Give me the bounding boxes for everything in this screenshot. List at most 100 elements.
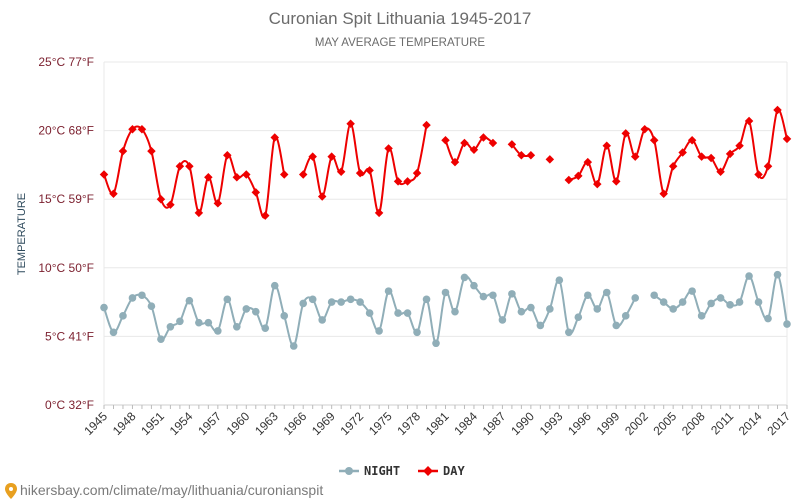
- data-point-night: [100, 303, 108, 312]
- x-tick-label: 1990: [508, 409, 537, 438]
- data-point-night: [270, 281, 279, 290]
- x-tick-label: 1978: [394, 409, 423, 438]
- series-layer: [99, 105, 792, 350]
- data-point-day: [147, 146, 156, 156]
- data-point-day: [374, 208, 384, 218]
- x-tick-label: 1963: [252, 409, 281, 438]
- series-line-day: [103, 125, 286, 219]
- series-night: [100, 270, 791, 350]
- data-point-day: [763, 162, 773, 171]
- data-point-day: [308, 152, 317, 161]
- x-tick-label: 1987: [480, 409, 509, 438]
- legend-item-day[interactable]: DAY: [418, 464, 465, 478]
- x-tick-label: 1999: [594, 409, 623, 438]
- data-point-night: [299, 299, 308, 308]
- data-point-day: [270, 133, 279, 142]
- data-point-night: [527, 303, 535, 312]
- series-day: [99, 105, 792, 220]
- data-point-night: [631, 294, 640, 302]
- data-point-night: [432, 339, 440, 348]
- data-point-night: [261, 324, 270, 332]
- data-point-night: [356, 298, 364, 306]
- data-point-night: [441, 288, 450, 297]
- chart-title: Curonian Spit Lithuania 1945-2017: [269, 9, 532, 28]
- data-point-day: [204, 173, 213, 182]
- data-point-night: [716, 294, 725, 302]
- data-point-night: [327, 298, 336, 306]
- data-point-day: [393, 177, 403, 186]
- data-point-night: [394, 309, 402, 317]
- legend: NIGHT DAY: [339, 464, 465, 478]
- data-point-night: [147, 302, 156, 311]
- legend-night-label: NIGHT: [364, 464, 400, 478]
- data-point-night: [128, 294, 137, 302]
- x-tick-label: 2014: [736, 409, 765, 438]
- data-point-day: [346, 119, 355, 128]
- data-point-night: [413, 328, 421, 337]
- data-point-night: [403, 309, 412, 317]
- data-point-day: [649, 135, 659, 145]
- data-point-night: [697, 312, 706, 320]
- legend-day-label: DAY: [443, 464, 465, 478]
- data-point-day: [460, 138, 469, 148]
- data-point-night: [166, 322, 175, 331]
- y-axis: 0°C 32°F 5°C 41°F 10°C 50°F 15°C 59°F 20°C 6…: [38, 55, 94, 412]
- data-point-night: [669, 305, 677, 313]
- data-point-night: [735, 298, 744, 306]
- data-point-night: [583, 291, 592, 300]
- data-point-day: [118, 146, 128, 156]
- data-point-night: [650, 291, 658, 300]
- data-point-night: [204, 318, 213, 327]
- data-point-night: [242, 305, 251, 313]
- data-point-night: [422, 295, 431, 304]
- data-point-day: [526, 151, 536, 160]
- data-point-day: [422, 120, 431, 130]
- x-tick-label: 1954: [167, 409, 196, 438]
- data-point-day: [469, 145, 479, 155]
- x-tick-label: 1993: [537, 409, 566, 438]
- data-point-night: [470, 281, 478, 290]
- data-point-day: [441, 135, 450, 145]
- data-point-night: [489, 291, 497, 300]
- data-point-day: [384, 144, 393, 153]
- data-point-day: [261, 211, 270, 220]
- data-point-night: [185, 296, 194, 305]
- data-point-night: [508, 290, 516, 298]
- data-point-day: [156, 194, 166, 204]
- x-tick-label: 1966: [281, 409, 310, 438]
- data-point-night: [365, 309, 374, 317]
- data-point-night: [223, 295, 232, 304]
- data-point-night: [726, 301, 734, 309]
- data-point-day: [479, 133, 488, 142]
- data-point-night: [764, 314, 772, 323]
- data-point-night: [707, 299, 715, 308]
- data-point-day: [668, 162, 678, 171]
- data-point-night: [773, 270, 782, 279]
- data-point-day: [640, 124, 649, 134]
- x-tick-label: 2017: [764, 409, 793, 438]
- y-tick-label: 20°C 68°F: [38, 124, 94, 138]
- series-line-day: [444, 136, 494, 164]
- data-point-night: [460, 273, 469, 282]
- watermark-text: hikersbay.com/climate/may/lithuania/curo…: [20, 482, 323, 498]
- data-point-night: [384, 287, 393, 295]
- data-point-night: [308, 295, 317, 304]
- data-point-day: [488, 138, 498, 148]
- data-point-night: [280, 312, 289, 320]
- data-point-day: [223, 151, 232, 160]
- x-tick-label: 2002: [622, 409, 651, 438]
- legend-item-night[interactable]: NIGHT: [339, 464, 400, 478]
- data-point-night: [546, 305, 554, 313]
- data-point-day: [232, 173, 242, 182]
- y-tick-label: 25°C 77°F: [38, 55, 94, 69]
- data-point-night: [754, 298, 763, 306]
- data-point-day: [612, 177, 621, 186]
- data-point-night: [621, 312, 630, 320]
- y-axis-label: TEMPERATURE: [16, 193, 28, 275]
- x-tick-label: 1945: [81, 409, 110, 438]
- data-point-night: [536, 321, 545, 330]
- data-point-night: [119, 312, 127, 320]
- x-tick-label: 1996: [565, 409, 594, 438]
- data-point-day: [137, 124, 147, 134]
- watermark[interactable]: hikersbay.com/climate/may/lithuania/curo…: [5, 482, 323, 499]
